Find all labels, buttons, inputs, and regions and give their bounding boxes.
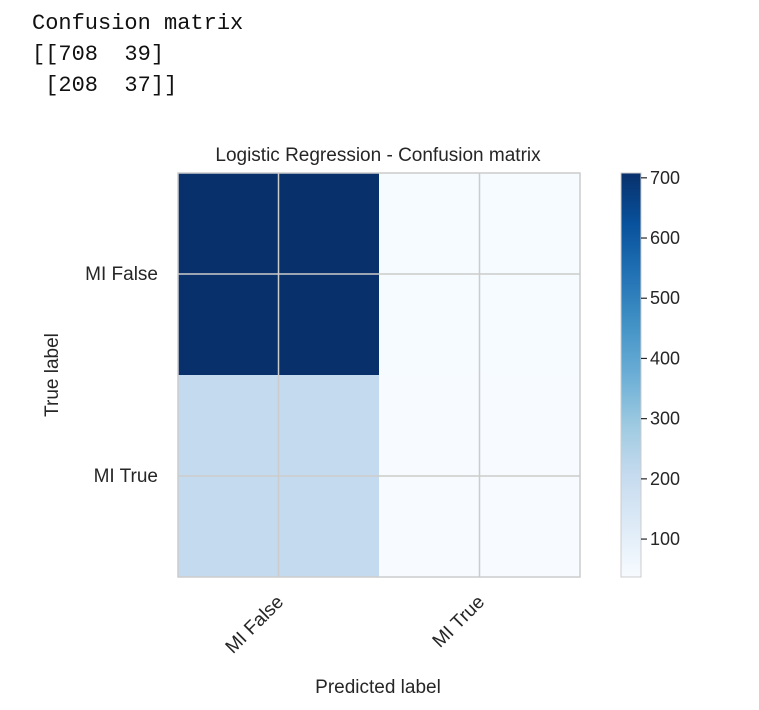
colorbar-tick-label: 600 (650, 228, 680, 248)
colorbar-tick-label: 300 (650, 409, 680, 429)
x-tick-labels: MI False MI True (222, 592, 489, 658)
y-tick-label: MI False (85, 264, 158, 285)
colorbar (620, 172, 642, 578)
colorbar-tick-label: 700 (650, 168, 680, 188)
output-heading: Confusion matrix (32, 11, 244, 36)
colorbar-tick-label: 100 (650, 529, 680, 549)
x-tick-label: MI True (429, 592, 489, 652)
plot-frame (177, 172, 581, 578)
colorbar-tick-label: 500 (650, 288, 680, 308)
colorbar-tick-label: 200 (650, 469, 680, 489)
heatmap-gridlines (178, 173, 580, 577)
y-tick-labels: MI False MI True (85, 264, 158, 487)
colorbar-tick-label: 400 (650, 348, 680, 368)
y-tick-label: MI True (94, 466, 158, 487)
x-tick-label: MI False (222, 592, 288, 658)
matrix-row-1: [[708 39] (32, 42, 165, 67)
matrix-row-2: [208 37]] (32, 73, 178, 98)
heatmap-cells (178, 173, 580, 577)
y-axis-label: True label (42, 333, 63, 417)
chart-title: Logistic Regression - Confusion matrix (215, 145, 541, 166)
console-output: Confusion matrix [[708 39] [208 37]] (32, 8, 243, 101)
colorbar-ticks: 100 200 300 400 500 600 700 (641, 168, 680, 549)
x-axis-label: Predicted label (315, 677, 441, 698)
